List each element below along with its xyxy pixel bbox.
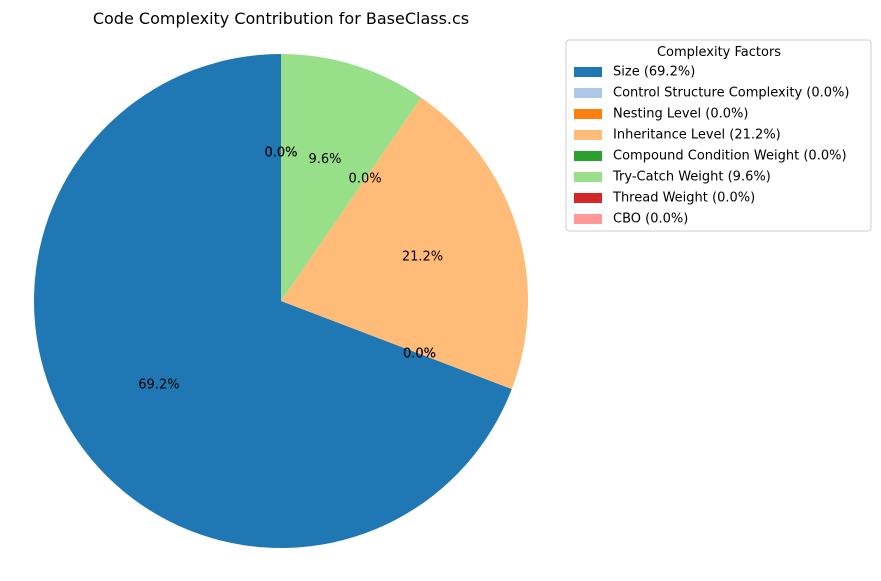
legend-label-size: Size (69.2%) bbox=[613, 65, 695, 80]
pie-slice-size bbox=[33, 54, 512, 548]
legend-title: Complexity Factors bbox=[657, 45, 781, 60]
percent-labels: 69.2%0.0%0.0%21.2%0.0%9.6%0.0%0.0% bbox=[138, 145, 443, 392]
legend-label-try-catch-weight: Try-Catch Weight (9.6%) bbox=[612, 170, 771, 185]
legend-label-control-structure-complexity: Control Structure Complexity (0.0%) bbox=[613, 86, 849, 101]
legend-swatch-compound-condition-weight bbox=[574, 151, 602, 161]
legend-label-thread-weight: Thread Weight (0.0%) bbox=[612, 191, 755, 206]
legend-swatch-size bbox=[574, 67, 602, 77]
legend-swatch-cbo bbox=[574, 214, 602, 224]
legend-label-compound-condition-weight: Compound Condition Weight (0.0%) bbox=[613, 149, 847, 164]
pie-slices bbox=[33, 54, 528, 548]
percent-label-thread-weight: 0.0% bbox=[264, 145, 297, 160]
percent-label-compound-condition-weight: 0.0% bbox=[349, 171, 382, 186]
percent-label-try-catch-weight: 9.6% bbox=[309, 152, 342, 167]
legend-swatch-nesting-level bbox=[574, 109, 602, 119]
legend-swatch-inheritance-level bbox=[574, 130, 602, 140]
percent-label-inheritance-level: 21.2% bbox=[402, 249, 443, 264]
legend-swatch-thread-weight bbox=[574, 193, 602, 203]
percent-label-nesting-level: 0.0% bbox=[403, 346, 436, 361]
legend-swatch-control-structure-complexity bbox=[574, 88, 602, 98]
legend-label-cbo: CBO (0.0%) bbox=[613, 212, 688, 227]
legend-label-inheritance-level: Inheritance Level (21.2%) bbox=[613, 128, 781, 143]
legend: Complexity Factors Size (69.2%) Control S… bbox=[565, 39, 872, 232]
legend-label-nesting-level: Nesting Level (0.0%) bbox=[613, 107, 748, 122]
legend-swatch-try-catch-weight bbox=[574, 172, 602, 182]
chart-title: Code Complexity Contribution for BaseCla… bbox=[93, 9, 469, 28]
pie-slice-inheritance-level bbox=[281, 97, 528, 390]
percent-label-cbo: 0.0% bbox=[264, 145, 297, 160]
percent-label-size: 69.2% bbox=[138, 378, 179, 393]
pie-slice-try-catch-weight bbox=[281, 54, 422, 301]
percent-label-control-structure-complexity: 0.0% bbox=[403, 346, 436, 361]
legend-items: Size (69.2%) Control Structure Complexity… bbox=[574, 65, 849, 227]
legend-frame bbox=[565, 39, 872, 232]
